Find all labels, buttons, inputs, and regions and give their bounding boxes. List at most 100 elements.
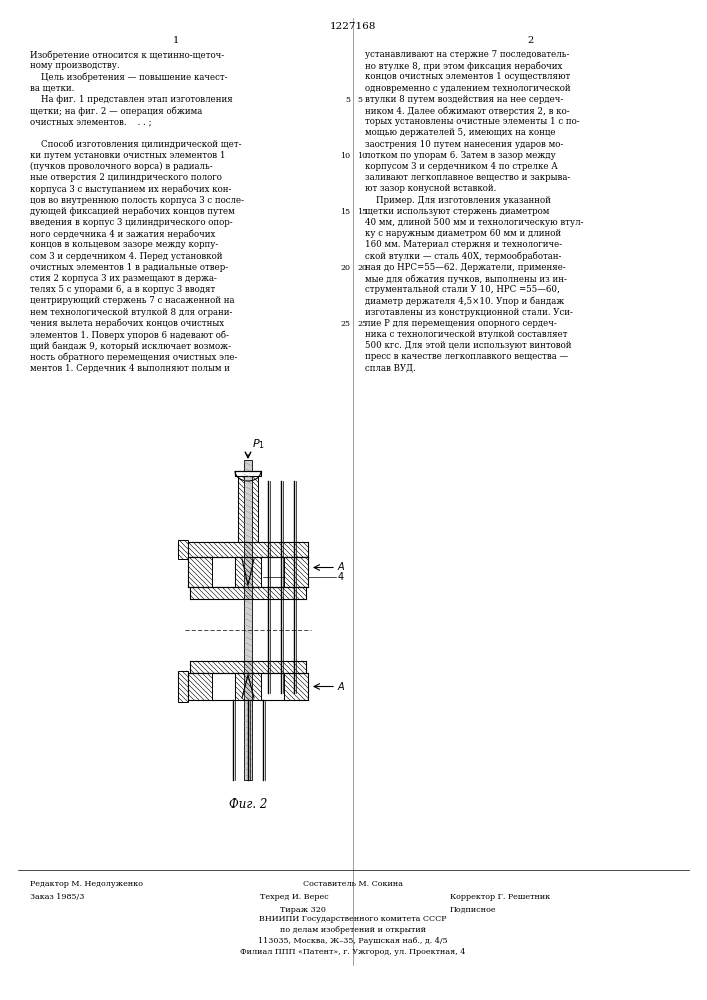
- Text: Цель изобретения — повышение качест-: Цель изобретения — повышение качест-: [30, 72, 228, 82]
- Text: изготавлены из конструкционной стали. Уси-: изготавлены из конструкционной стали. Ус…: [365, 308, 573, 317]
- Text: заливают легкоплавное вещество и закрыва-: заливают легкоплавное вещество и закрыва…: [365, 173, 571, 182]
- Text: очистных элементов 1 в радиальные отвер-: очистных элементов 1 в радиальные отвер-: [30, 263, 228, 272]
- Text: концов в кольцевом зазоре между корпу-: концов в кольцевом зазоре между корпу-: [30, 240, 218, 249]
- Text: устанавливают на стержне 7 последователь-: устанавливают на стержне 7 последователь…: [365, 50, 569, 59]
- Text: 2: 2: [527, 36, 533, 45]
- Text: ного сердечника 4 и зажатия нерабочих: ного сердечника 4 и зажатия нерабочих: [30, 229, 216, 239]
- Bar: [244, 460, 252, 780]
- Text: 25: 25: [357, 320, 367, 328]
- Text: ку с наружным диаметром 60 мм и длиной: ку с наружным диаметром 60 мм и длиной: [365, 229, 561, 238]
- Text: диаметр держателя 4,5×10. Упор и бандаж: диаметр держателя 4,5×10. Упор и бандаж: [365, 296, 564, 306]
- Text: торых установлены очистные элементы 1 с по-: торых установлены очистные элементы 1 с …: [365, 117, 580, 126]
- Text: ют зазор конусной вставкой.: ют зазор конусной вставкой.: [365, 184, 496, 193]
- Text: мые для обжатия пучков, выполнены из ин-: мые для обжатия пучков, выполнены из ин-: [365, 274, 567, 284]
- Text: $P_1$: $P_1$: [252, 437, 265, 451]
- Text: ность обратного перемещения очистных эле-: ность обратного перемещения очистных эле…: [30, 352, 238, 362]
- Text: 5: 5: [357, 96, 362, 104]
- Text: втулки 8 путем воздействия на нее сердеч-: втулки 8 путем воздействия на нее сердеч…: [365, 95, 563, 104]
- Text: ва щетки.: ва щетки.: [30, 84, 74, 93]
- Text: ской втулки — сталь 40Х, термообработан-: ской втулки — сталь 40Х, термообработан-: [365, 252, 561, 261]
- Text: 1227168: 1227168: [329, 22, 376, 31]
- Text: струментальной стали У 10, НРС =55—60,: струментальной стали У 10, НРС =55—60,: [365, 285, 560, 294]
- Bar: [235, 673, 261, 700]
- Text: ником 4. Далее обжимают отверстия 2, в ко-: ником 4. Далее обжимают отверстия 2, в к…: [365, 106, 570, 115]
- Text: очистных элементов.    . . ;: очистных элементов. . . ;: [30, 117, 151, 126]
- Text: 20: 20: [357, 264, 367, 272]
- Text: На фиг. 1 представлен этап изготовления: На фиг. 1 представлен этап изготовления: [30, 95, 233, 104]
- Text: Тираж 320: Тираж 320: [280, 906, 326, 914]
- Text: 5: 5: [345, 96, 350, 104]
- Bar: [190, 661, 306, 673]
- Text: по делам изобретений и открытий: по делам изобретений и открытий: [280, 926, 426, 934]
- Text: лие Р для перемещения опорного сердеч-: лие Р для перемещения опорного сердеч-: [365, 319, 556, 328]
- Text: ментов 1. Сердечник 4 выполняют полым и: ментов 1. Сердечник 4 выполняют полым и: [30, 364, 230, 373]
- Text: Корректор Г. Решетник: Корректор Г. Решетник: [450, 893, 550, 901]
- Text: Подписное: Подписное: [450, 906, 496, 914]
- Text: ная до НРС=55—62. Держатели, применяе-: ная до НРС=55—62. Держатели, применяе-: [365, 263, 566, 272]
- Bar: [188, 673, 212, 700]
- Text: 15: 15: [340, 208, 350, 216]
- Text: Заказ 1985/3: Заказ 1985/3: [30, 893, 84, 901]
- Text: заострения 10 путем нанесения ударов мо-: заострения 10 путем нанесения ударов мо-: [365, 140, 563, 149]
- Text: ные отверстия 2 цилиндрического полого: ные отверстия 2 цилиндрического полого: [30, 173, 222, 182]
- Bar: [235, 471, 261, 476]
- Bar: [178, 671, 188, 702]
- Text: корпусом 3 и сердечником 4 по стрелке А: корпусом 3 и сердечником 4 по стрелке А: [365, 162, 558, 171]
- Bar: [284, 673, 308, 700]
- Text: 40 мм, длиной 500 мм и технологическую втул-: 40 мм, длиной 500 мм и технологическую в…: [365, 218, 583, 227]
- Text: дующей фиксацией нерабочих концов путем: дующей фиксацией нерабочих концов путем: [30, 207, 235, 216]
- Text: ВНИИПИ Государственного комитета СССР: ВНИИПИ Государственного комитета СССР: [259, 915, 447, 923]
- Text: щетки; на фиг. 2 — операция обжима: щетки; на фиг. 2 — операция обжима: [30, 106, 202, 115]
- Text: лотком по упорам 6. Затем в зазор между: лотком по упорам 6. Затем в зазор между: [365, 151, 556, 160]
- Text: одновременно с удалением технологической: одновременно с удалением технологической: [365, 84, 571, 93]
- Text: 20: 20: [340, 264, 350, 272]
- Text: Филиал ППП «Патент», г. Ужгород, ул. Проектная, 4: Филиал ППП «Патент», г. Ужгород, ул. Про…: [240, 948, 466, 956]
- Text: Составитель М. Сокина: Составитель М. Сокина: [303, 880, 403, 888]
- Text: ника с технологической втулкой составляет: ника с технологической втулкой составляе…: [365, 330, 568, 339]
- Text: Фиг. 2: Фиг. 2: [229, 798, 267, 811]
- Text: 500 кгс. Для этой цели используют винтовой: 500 кгс. Для этой цели используют винтов…: [365, 341, 571, 350]
- Text: цов во внутреннюю полость корпуса 3 с после-: цов во внутреннюю полость корпуса 3 с по…: [30, 196, 244, 205]
- Text: 4: 4: [338, 572, 344, 582]
- Bar: [284, 557, 308, 587]
- Bar: [178, 540, 188, 559]
- Text: Пример. Для изготовления указанной: Пример. Для изготовления указанной: [365, 196, 551, 205]
- Bar: [235, 557, 261, 587]
- Text: A: A: [338, 562, 344, 572]
- Text: элементов 1. Поверх упоров 6 надевают об-: элементов 1. Поверх упоров 6 надевают об…: [30, 330, 229, 340]
- Text: мощью держателей 5, имеющих на конце: мощью держателей 5, имеющих на конце: [365, 128, 556, 137]
- Text: (пучков проволочного ворса) в радиаль-: (пучков проволочного ворса) в радиаль-: [30, 162, 213, 171]
- Text: нем технологической втулкой 8 для ограни-: нем технологической втулкой 8 для ограни…: [30, 308, 233, 317]
- Text: ки путем установки очистных элементов 1: ки путем установки очистных элементов 1: [30, 151, 226, 160]
- Bar: [188, 542, 308, 557]
- Text: щетки используют стержень диаметром: щетки используют стержень диаметром: [365, 207, 549, 216]
- Bar: [190, 587, 306, 599]
- Text: 1: 1: [173, 36, 179, 45]
- Text: центрирующий стержень 7 с насаженной на: центрирующий стержень 7 с насаженной на: [30, 296, 235, 305]
- Text: чения вылета нерабочих концов очистных: чения вылета нерабочих концов очистных: [30, 319, 224, 328]
- Text: введения в корпус 3 цилиндрического опор-: введения в корпус 3 цилиндрического опор…: [30, 218, 233, 227]
- Text: Редактор М. Недолуженко: Редактор М. Недолуженко: [30, 880, 143, 888]
- Bar: [235, 471, 261, 476]
- Text: A: A: [338, 682, 344, 692]
- Text: ному производству.: ному производству.: [30, 61, 119, 70]
- Text: концов очистных элементов 1 осуществляют: концов очистных элементов 1 осуществляют: [365, 72, 571, 81]
- Text: 15: 15: [357, 208, 367, 216]
- Text: сом 3 и сердечником 4. Перед установкой: сом 3 и сердечником 4. Перед установкой: [30, 252, 223, 261]
- Text: стия 2 корпуса 3 их размещают в держа-: стия 2 корпуса 3 их размещают в держа-: [30, 274, 217, 283]
- Text: 10: 10: [357, 152, 367, 160]
- Text: но втулке 8, при этом фиксация нерабочих: но втулке 8, при этом фиксация нерабочих: [365, 61, 562, 71]
- Text: 10: 10: [340, 152, 350, 160]
- Text: корпуса 3 с выступанием их нерабочих кон-: корпуса 3 с выступанием их нерабочих кон…: [30, 184, 231, 194]
- Text: Изобретение относится к щетинно-щеточ-: Изобретение относится к щетинно-щеточ-: [30, 50, 224, 60]
- Bar: [238, 476, 258, 542]
- Text: Способ изготовления цилиндрической щет-: Способ изготовления цилиндрической щет-: [30, 140, 242, 149]
- Bar: [188, 557, 212, 587]
- Text: 25: 25: [340, 320, 350, 328]
- Text: пресс в качестве легкоплавкого вещества —: пресс в качестве легкоплавкого вещества …: [365, 352, 568, 361]
- Text: телях 5 с упорами 6, а в корпус 3 вводят: телях 5 с упорами 6, а в корпус 3 вводят: [30, 285, 215, 294]
- Text: щий бандаж 9, который исключает возмож-: щий бандаж 9, который исключает возмож-: [30, 341, 231, 351]
- Text: Техред И. Верес: Техред И. Верес: [260, 893, 329, 901]
- Text: сплав ВУД.: сплав ВУД.: [365, 364, 416, 373]
- Text: 160 мм. Материал стержня и технологиче-: 160 мм. Материал стержня и технологиче-: [365, 240, 562, 249]
